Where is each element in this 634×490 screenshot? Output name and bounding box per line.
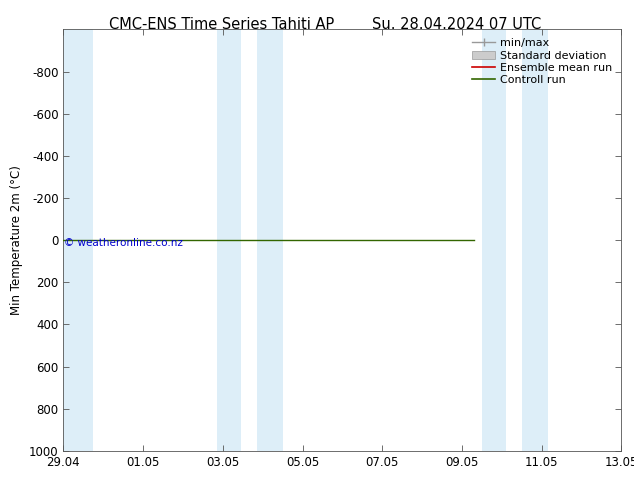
Bar bbox=[257, 29, 283, 451]
Y-axis label: Min Temperature 2m (°C): Min Temperature 2m (°C) bbox=[10, 165, 23, 315]
Bar bbox=[522, 29, 548, 451]
Text: Su. 28.04.2024 07 UTC: Su. 28.04.2024 07 UTC bbox=[372, 17, 541, 32]
Bar bbox=[482, 29, 506, 451]
Bar bbox=[217, 29, 241, 451]
Text: © weatheronline.co.nz: © weatheronline.co.nz bbox=[64, 239, 183, 248]
Legend: min/max, Standard deviation, Ensemble mean run, Controll run: min/max, Standard deviation, Ensemble me… bbox=[469, 35, 616, 88]
Bar bbox=[63, 29, 93, 451]
Text: CMC-ENS Time Series Tahiti AP: CMC-ENS Time Series Tahiti AP bbox=[109, 17, 335, 32]
